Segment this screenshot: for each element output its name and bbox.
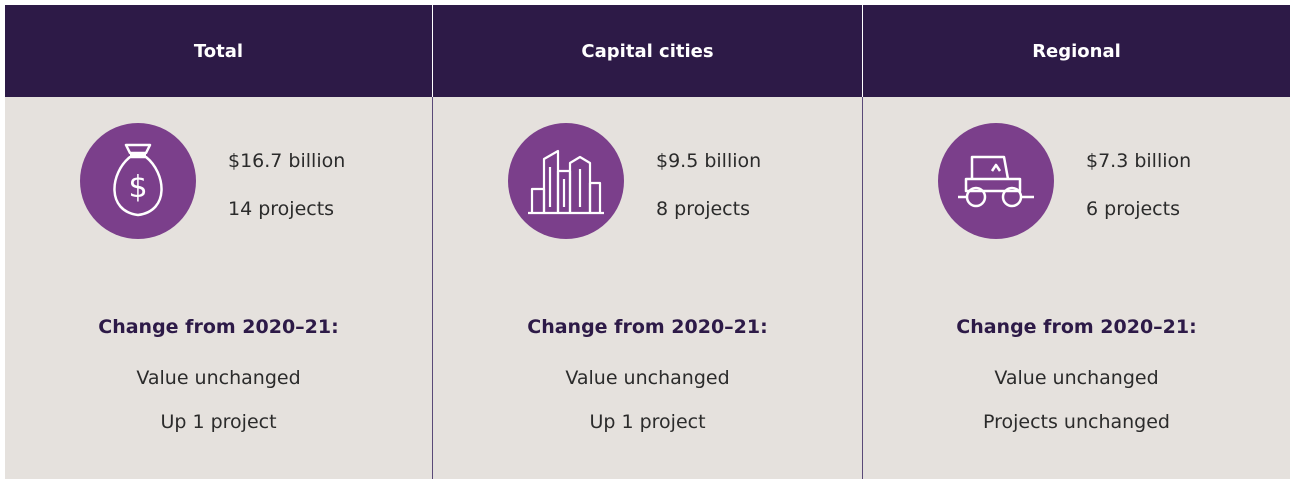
value: $7.3 billion: [1086, 150, 1192, 172]
change-value: Value unchanged: [994, 367, 1159, 389]
value: $9.5 billion: [656, 150, 762, 172]
change-value: Value unchanged: [136, 367, 301, 389]
column-header: Regional: [863, 5, 1290, 97]
column-header: Capital cities: [433, 5, 862, 97]
projects: 14 projects: [228, 198, 335, 220]
svg-text:$: $: [128, 170, 147, 205]
change-projects: Projects unchanged: [982, 411, 1170, 433]
change-projects: Up 1 project: [589, 411, 706, 433]
column-capital: Capital cities $9.5 billion 8 projects C…: [433, 5, 862, 479]
change-label: Change from 2020–21:: [527, 316, 768, 338]
column-regional: Regional $7.3 billion 6 projects Change …: [863, 5, 1290, 479]
change-projects: Up 1 project: [160, 411, 277, 433]
summary-panel: Total $ $16.7 billion 14 projects Change…: [5, 5, 1290, 479]
change-label: Change from 2020–21:: [956, 316, 1197, 338]
divider: [862, 97, 863, 479]
column-header: Total: [5, 5, 432, 97]
city-icon: [508, 123, 624, 239]
divider: [432, 97, 433, 479]
projects: 6 projects: [1086, 198, 1180, 220]
column-total: Total $ $16.7 billion 14 projects Change…: [5, 5, 432, 479]
projects: 8 projects: [656, 198, 750, 220]
value: $16.7 billion: [228, 150, 346, 172]
change-value: Value unchanged: [565, 367, 730, 389]
roller-icon: [938, 123, 1054, 239]
change-label: Change from 2020–21:: [98, 316, 339, 338]
money-bag-icon: $: [80, 123, 196, 239]
